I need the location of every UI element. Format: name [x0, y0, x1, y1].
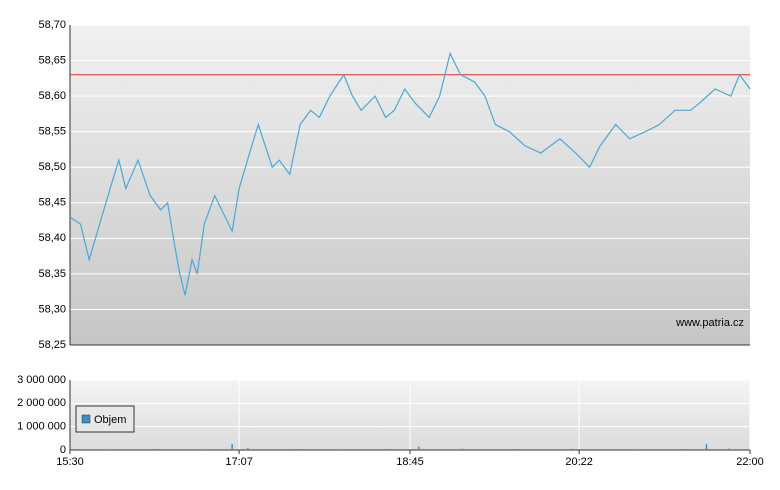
y-tick-label: 58,50	[38, 161, 66, 173]
y-tick-label: 58,60	[38, 90, 66, 102]
x-tick-label: 20:22	[565, 456, 593, 468]
volume-bar	[681, 449, 683, 450]
volume-bar	[388, 448, 390, 450]
y-tick-label: 58,40	[38, 232, 66, 244]
volume-bar	[295, 449, 298, 450]
y-tick-label: 2 000 000	[17, 397, 66, 409]
volume-bar	[728, 448, 730, 450]
legend-label: Objem	[94, 414, 126, 426]
y-tick-label: 58,35	[38, 268, 66, 280]
volume-bar	[231, 444, 233, 450]
y-tick-label: 58,25	[38, 339, 66, 351]
y-tick-label: 58,70	[38, 19, 66, 31]
y-tick-label: 58,30	[38, 303, 66, 315]
volume-bar	[635, 449, 638, 450]
volume-bar	[571, 448, 573, 450]
x-tick-label: 17:07	[225, 456, 253, 468]
legend-swatch	[81, 414, 91, 424]
volume-bar	[156, 448, 158, 450]
price-line	[69, 51, 751, 296]
volume-bar	[76, 449, 78, 450]
volume-bar	[200, 449, 202, 450]
y-tick-label: 58,55	[38, 126, 66, 138]
y-tick-label: 1 000 000	[17, 421, 66, 433]
watermark: www.patria.cz	[675, 317, 744, 329]
y-tick-label: 0	[60, 444, 66, 456]
x-tick-label: 18:45	[396, 456, 424, 468]
y-tick-label: 58,45	[38, 197, 66, 209]
x-tick-label: 22:00	[736, 456, 764, 468]
volume-bar	[461, 448, 464, 450]
volume-bar	[339, 449, 342, 450]
plot-background	[70, 25, 750, 345]
volume-bar	[517, 449, 519, 450]
volume-bar	[247, 448, 249, 450]
x-tick-label: 15:30	[56, 456, 84, 468]
y-tick-label: 58,65	[38, 54, 66, 66]
volume-bar	[705, 444, 708, 450]
volume-bar	[107, 449, 110, 450]
volume-bar	[417, 446, 420, 450]
y-tick-label: 3 000 000	[17, 374, 66, 386]
